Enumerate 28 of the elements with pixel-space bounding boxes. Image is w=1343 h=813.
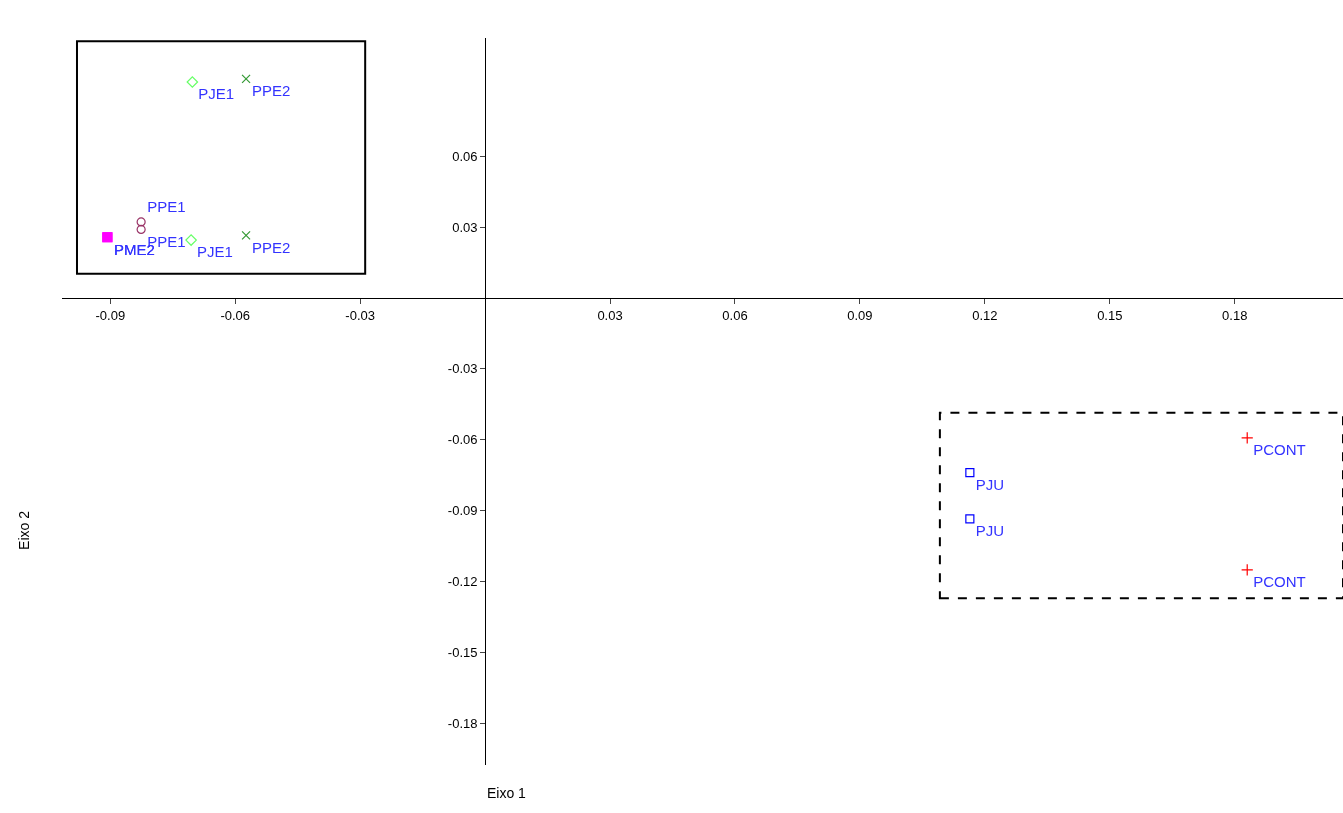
- x-tick-label: -0.09: [95, 307, 126, 323]
- text: PJU: [975, 522, 1005, 540]
- series-label: PPE2: [252, 82, 291, 100]
- text: PPE2: [252, 238, 291, 256]
- y-tick-label: 0.06: [452, 148, 478, 164]
- y-tick-label: -0.09: [447, 503, 478, 519]
- x-tick-label: 0.15: [1097, 307, 1123, 323]
- y-tick-label: -0.15: [447, 645, 478, 661]
- x-tick-label: 0.06: [722, 307, 748, 323]
- text: PPE1: [147, 198, 186, 216]
- text: PJE1: [197, 243, 233, 261]
- text: PCONT: [1253, 573, 1306, 591]
- x-tick-label: -0.03: [345, 307, 375, 323]
- series-label: PJE1: [198, 85, 235, 103]
- x-tick-label: 0.18: [1222, 307, 1248, 323]
- x-tick-label: -0.06: [220, 307, 251, 323]
- series-label: PCONT: [1253, 441, 1306, 459]
- x-tick-label: 0.09: [847, 307, 873, 323]
- y-tick-label: -0.18: [447, 715, 478, 731]
- x-axis-title: Eixo 1: [487, 785, 527, 801]
- x-tick-label: 0.12: [972, 307, 998, 323]
- x-tick-label: 0.03: [597, 307, 623, 323]
- series-label: PJU: [975, 475, 1005, 493]
- y-tick-label: 0.03: [452, 219, 478, 235]
- y-tick-label: -0.12: [447, 574, 478, 590]
- y-tick-label: -0.03: [447, 361, 478, 377]
- y-axis-title: Eixo 2: [16, 510, 33, 550]
- y-tick-label: -0.06: [447, 432, 478, 448]
